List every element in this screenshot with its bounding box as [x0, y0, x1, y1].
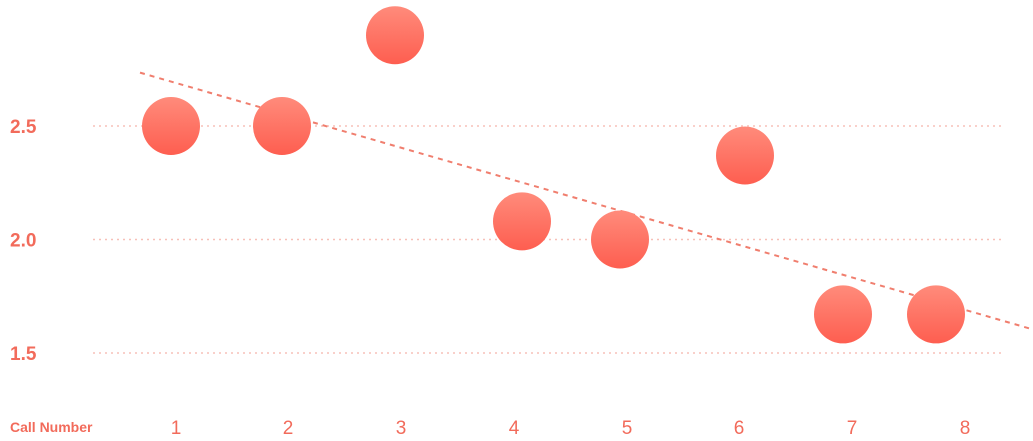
data-point-1 [142, 97, 200, 155]
data-point-3 [366, 6, 424, 65]
y-axis-ticks: 1.5 2.0 2.5 [10, 117, 37, 365]
data-point-2 [253, 97, 311, 155]
x-tick-label: 6 [734, 418, 745, 439]
data-point-5 [591, 210, 649, 269]
x-axis-ticks: 1 2 3 4 5 6 7 8 [171, 418, 971, 439]
x-tick-label: 2 [283, 418, 294, 439]
y-tick-label: 1.5 [10, 344, 37, 365]
data-point-4 [493, 192, 551, 251]
x-tick-label: 5 [622, 418, 633, 439]
x-tick-label: 7 [847, 418, 858, 439]
data-point-6 [716, 126, 774, 185]
y-tick-label: 2.0 [10, 231, 36, 252]
x-tick-label: 3 [396, 418, 407, 439]
data-point-8 [907, 285, 965, 344]
data-points [142, 6, 965, 344]
data-point-7 [814, 285, 872, 344]
x-axis-label: Call Number [10, 419, 93, 435]
x-tick-label: 4 [509, 418, 520, 439]
x-tick-label: 8 [960, 418, 971, 439]
y-tick-label: 2.5 [10, 117, 37, 138]
grid-lines [93, 125, 1005, 354]
x-tick-label: 1 [171, 418, 182, 439]
